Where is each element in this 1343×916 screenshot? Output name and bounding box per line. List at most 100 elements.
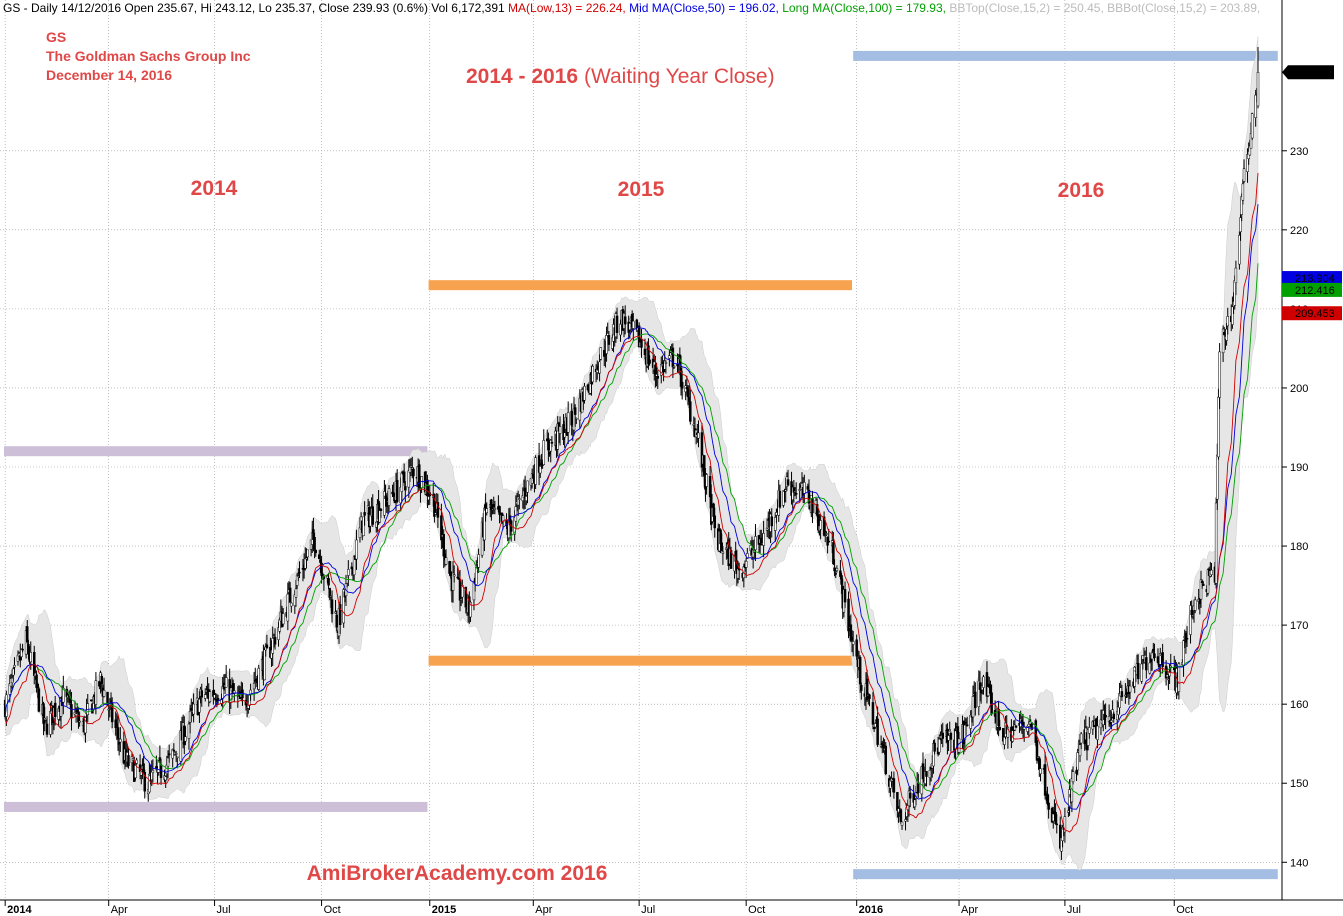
candle-body xyxy=(591,366,594,383)
candle-body xyxy=(1145,657,1148,671)
candle-body xyxy=(379,508,383,512)
candle-body xyxy=(539,466,542,474)
candle-body xyxy=(729,550,733,569)
candle-body xyxy=(485,508,489,514)
x-tick-label: 2015 xyxy=(432,904,456,916)
y-tick-label: 230 xyxy=(1290,146,1308,158)
candle-body xyxy=(328,587,331,598)
candle-body xyxy=(119,738,122,743)
candle-body xyxy=(703,455,706,477)
candle-body xyxy=(452,574,456,577)
candle-body xyxy=(583,386,586,401)
candle-body xyxy=(672,365,676,368)
candle-body xyxy=(811,498,814,514)
candle-body xyxy=(306,549,309,558)
candle-body xyxy=(835,568,839,572)
candle-body xyxy=(294,588,298,598)
candle-body xyxy=(1189,605,1192,635)
candle-body xyxy=(224,677,228,688)
candle-body xyxy=(184,736,187,742)
header-ma-low: MA(Low,13) = 226.24, xyxy=(508,1,626,15)
candle-body xyxy=(1242,168,1246,182)
y-tick-label: 160 xyxy=(1290,699,1308,711)
candle-body xyxy=(192,703,195,715)
candle-body xyxy=(948,729,951,732)
candle-body xyxy=(342,589,345,624)
candle-body xyxy=(904,819,907,822)
candle-body xyxy=(803,482,806,494)
candle-body xyxy=(78,720,81,723)
candle-body xyxy=(233,690,236,694)
chart-title-suffix: (Waiting Year Close) xyxy=(584,65,775,88)
candle-body xyxy=(689,401,692,422)
candle-body xyxy=(518,498,521,500)
chart-title-main: 2014 - 2016 xyxy=(466,65,578,88)
candle-body xyxy=(599,347,603,360)
long-ma-value-label-bg xyxy=(1282,282,1342,297)
y-tick-label: 180 xyxy=(1290,541,1308,553)
candle-body xyxy=(1161,652,1164,667)
year-label-2015: 2015 xyxy=(618,178,665,201)
candle-body xyxy=(436,502,440,518)
candle-body xyxy=(794,493,798,495)
candle-body xyxy=(514,506,518,522)
candle-body xyxy=(135,759,138,764)
candle-body xyxy=(526,480,529,493)
candle-body xyxy=(1202,583,1205,586)
long-ma-value-label: 212.416 xyxy=(1295,285,1335,297)
candle-body xyxy=(1136,662,1140,680)
candle-body xyxy=(884,745,888,775)
candle-body xyxy=(167,753,171,756)
candle-body xyxy=(1088,727,1091,734)
candle-body xyxy=(713,515,717,529)
candle-body xyxy=(404,486,407,491)
candle-body xyxy=(680,381,684,389)
candle-body xyxy=(273,636,277,645)
candle-body xyxy=(908,792,912,799)
candle-body xyxy=(338,604,342,626)
candle-body xyxy=(832,542,835,565)
ma-low-value-label: 209.453 xyxy=(1295,308,1335,320)
candle-body xyxy=(938,738,941,753)
candle-body xyxy=(974,691,977,709)
candle-body xyxy=(1014,725,1018,728)
candle-body xyxy=(623,316,627,325)
candle-body xyxy=(998,726,1002,730)
chart-title: 2014 - 2016 (Waiting Year Close) xyxy=(466,65,775,88)
symbol-label: GS xyxy=(46,29,66,45)
company-label: The Goldman Sachs Group Inc xyxy=(46,48,251,64)
candle-body xyxy=(1225,328,1228,341)
candle-body xyxy=(575,418,578,420)
candle-body xyxy=(855,639,858,657)
candle-body xyxy=(62,688,65,703)
ma-low-value-label-bg xyxy=(1282,306,1342,321)
y-tick-label: 140 xyxy=(1290,857,1308,869)
candle-body xyxy=(21,648,24,651)
candle-body xyxy=(851,641,855,645)
candle-body xyxy=(281,613,285,625)
candle-body xyxy=(257,668,261,690)
candle-body xyxy=(106,691,109,706)
candle-body xyxy=(700,432,704,468)
candle-body xyxy=(664,362,668,364)
candle-body xyxy=(387,488,391,506)
candle-body xyxy=(412,468,415,477)
candle-body xyxy=(29,652,33,663)
time-axis-ticks: 2014 Apr Jul Oct 2015 Apr Jul Oct 2016 Apr Jul Oct xyxy=(4,900,1193,916)
candle-body xyxy=(1185,637,1189,640)
candle-body xyxy=(874,723,877,728)
last-close-label-bg xyxy=(1282,65,1334,80)
candle-body xyxy=(1210,569,1213,575)
candle-body xyxy=(648,359,651,364)
candle-body xyxy=(971,696,975,718)
header-bbtop: BBTop(Close,15,2) = 250.45, xyxy=(949,1,1103,15)
candle-body xyxy=(640,338,643,348)
candle-body xyxy=(102,690,106,697)
candle-body xyxy=(773,517,777,531)
candle-body xyxy=(547,438,550,451)
candle-body xyxy=(157,760,160,773)
candle-body xyxy=(871,702,875,725)
candle-body xyxy=(986,686,990,697)
x-tick-label: 2016 xyxy=(859,904,883,916)
